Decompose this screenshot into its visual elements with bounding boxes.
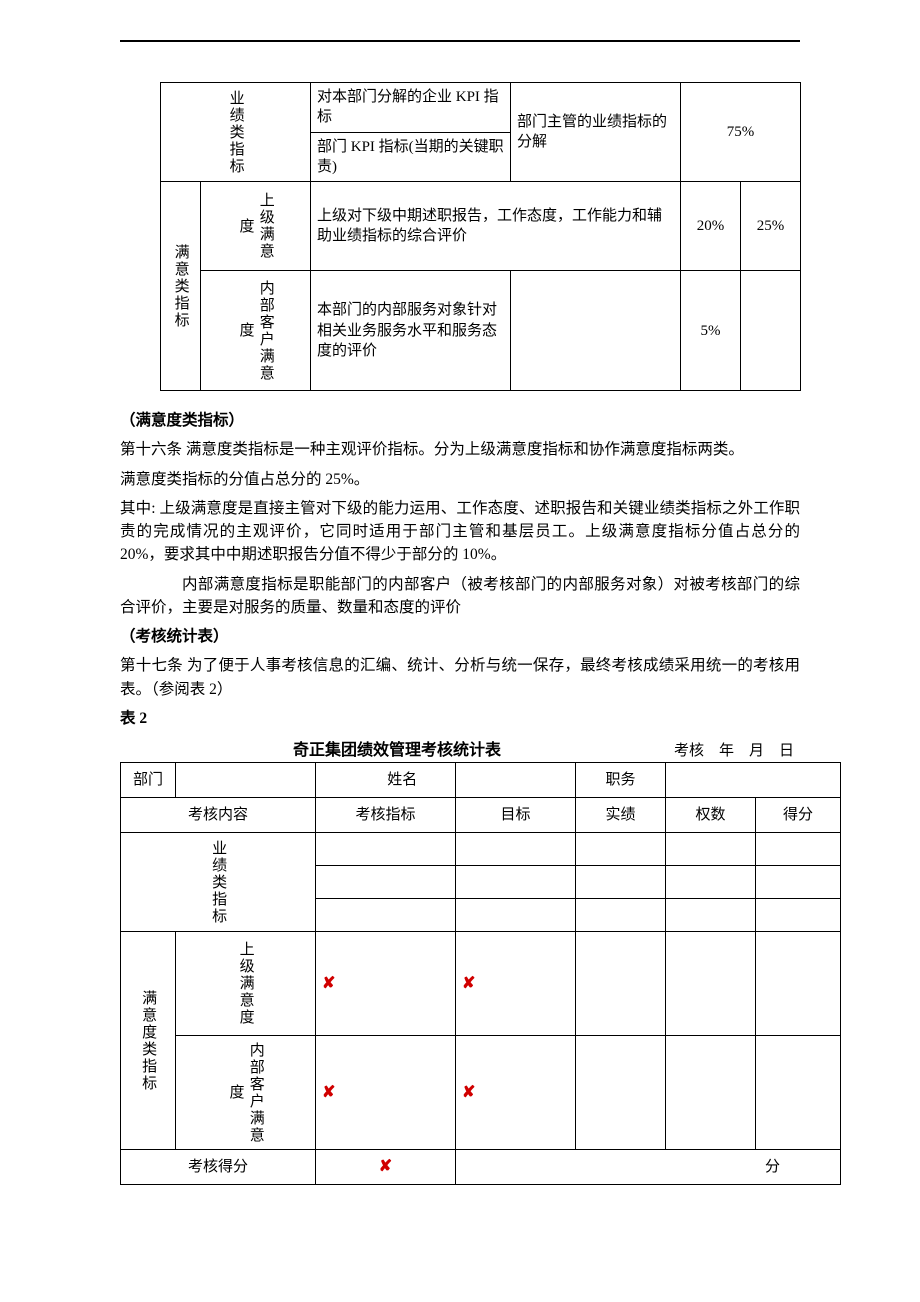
table-cell: [316, 866, 456, 899]
t1-r3w1: 20%: [681, 182, 741, 271]
t1-perf-label: 业绩类指标: [161, 83, 311, 182]
x-mark-icon: ✘: [322, 1084, 335, 1101]
t1-r2c1: 部门 KPI 指标(当期的关键职责): [311, 132, 511, 182]
table-cell: [666, 1036, 756, 1150]
table-cell: [576, 932, 666, 1036]
t2-sub2-c2: ✘: [316, 1036, 456, 1150]
table-cell: [756, 1036, 841, 1150]
t1-r3c1: 上级对下级中期述职报告，工作态度，工作能力和辅助业绩指标的综合评价: [311, 182, 681, 271]
heading-stats-table: （考核统计表）: [120, 625, 800, 648]
t1-r4c2: [511, 271, 681, 391]
x-mark-icon: ✘: [379, 1158, 392, 1175]
t2-footer-label: 考核得分: [121, 1150, 316, 1185]
t2-sub2: 内部客户满意度: [176, 1036, 316, 1150]
article-16-p2: 满意度类指标的分值占总分的 25%。: [120, 468, 800, 491]
table2: 部门 姓名 职务 考核内容 考核指标 目标 实绩 权数 得分: [120, 762, 841, 1185]
article-17: 第十七条 为了便于人事考核信息的汇编、统计、分析与统一保存，最终考核成绩采用统一…: [120, 654, 800, 701]
t2-sub1-c2: ✘: [316, 932, 456, 1036]
t1-sat-label: 满意类指标: [161, 182, 201, 391]
t1-r4c1: 本部门的内部服务对象针对相关业务服务水平和服务态度的评价: [311, 271, 511, 391]
t2-name-value: [456, 763, 576, 798]
t2-sub1: 上级满意度: [176, 932, 316, 1036]
t1-r1c1: 对本部门分解的企业 KPI 指标: [311, 83, 511, 133]
t1-r4w1: 5%: [681, 271, 741, 391]
t1-r4w2: [741, 271, 801, 391]
t2-pos-label: 职务: [576, 763, 666, 798]
table-cell: [576, 1036, 666, 1150]
t1-r1w: 75%: [681, 83, 801, 182]
article-16-p3b: 内部满意度指标是职能部门的内部客户（被考核部门的内部服务对象）对被考核部门的综合…: [120, 573, 800, 620]
t2-col3: 目标: [456, 798, 576, 833]
t1-r3w2: 25%: [741, 182, 801, 271]
heading-satisfaction: （满意度类指标）: [120, 409, 800, 432]
table-cell: [666, 932, 756, 1036]
table-cell: [456, 866, 576, 899]
t2-col6: 得分: [756, 798, 841, 833]
t2-dept-value: [176, 763, 316, 798]
table2-date: 考核 年 月 日: [674, 739, 800, 760]
table-cell: [576, 833, 666, 866]
table2-title: 奇正集团绩效管理考核统计表: [120, 736, 674, 760]
t1-r3-sub: 上级满意度: [201, 182, 311, 271]
t2-group1: 业绩类指标: [121, 833, 316, 932]
table-cell: [756, 866, 841, 899]
table-cell: [756, 833, 841, 866]
t2-footer-x: ✘: [316, 1150, 456, 1185]
table-cell: [456, 833, 576, 866]
x-mark-icon: ✘: [462, 1084, 475, 1101]
t2-col2: 考核指标: [316, 798, 456, 833]
t2-pos-value: [666, 763, 841, 798]
t2-sub1-c3: ✘: [456, 932, 576, 1036]
t1-r1c2: 部门主管的业绩指标的分解: [511, 83, 681, 182]
t2-dept-label: 部门: [121, 763, 176, 798]
table-cell: [666, 833, 756, 866]
page-top-rule: [120, 40, 800, 42]
table2-label: 表 2: [120, 707, 800, 730]
article-16-p3: 其中: 上级满意度是直接主管对下级的能力运用、工作态度、述职报告和关键业绩类指标…: [120, 497, 800, 567]
table-cell: [316, 833, 456, 866]
table-cell: [666, 899, 756, 932]
t2-group2: 满意度类指标: [121, 932, 176, 1150]
t2-col5: 权数: [666, 798, 756, 833]
table-cell: [756, 899, 841, 932]
article-16-p1: 第十六条 满意度类指标是一种主观评价指标。分为上级满意度指标和协作满意度指标两类…: [120, 438, 800, 461]
table-cell: [316, 899, 456, 932]
x-mark-icon: ✘: [322, 975, 335, 992]
x-mark-icon: ✘: [462, 975, 475, 992]
table-cell: [456, 899, 576, 932]
table-cell: [576, 899, 666, 932]
table1: 业绩类指标 对本部门分解的企业 KPI 指标 部门主管的业绩指标的分解 75% …: [160, 82, 801, 391]
t2-footer-score: 分: [456, 1150, 841, 1185]
t2-col4: 实绩: [576, 798, 666, 833]
table-cell: [576, 866, 666, 899]
table-cell: [666, 866, 756, 899]
t2-col1: 考核内容: [121, 798, 316, 833]
t1-r4-sub: 内部客户满意度: [201, 271, 311, 391]
t2-name-label: 姓名: [316, 763, 456, 798]
table-cell: [756, 932, 841, 1036]
t2-sub2-c3: ✘: [456, 1036, 576, 1150]
